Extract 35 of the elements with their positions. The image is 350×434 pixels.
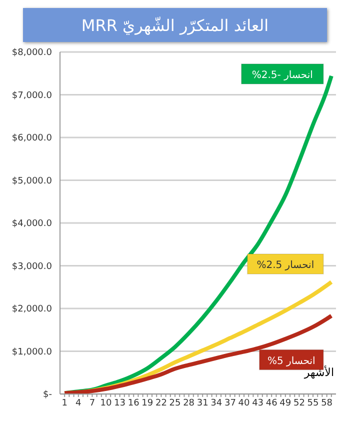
- x-tick-label: 40: [238, 398, 250, 408]
- x-tick-label: 43: [252, 398, 264, 408]
- x-tick-label: 19: [142, 398, 154, 408]
- x-tick-label: 37: [224, 398, 236, 408]
- x-tick-label: 1: [62, 398, 68, 408]
- x-tick-label: 28: [183, 398, 195, 408]
- x-tick-label: 52: [293, 398, 305, 408]
- x-tick-label: 49: [280, 398, 292, 408]
- y-tick-label: $-: [43, 390, 52, 400]
- series-label: انحسار -2.5%: [252, 70, 313, 81]
- y-tick-label: $3,000.0: [12, 262, 52, 272]
- x-tick-label: 55: [307, 398, 319, 408]
- x-tick-label: 13: [114, 398, 126, 408]
- chart-title: العائد المتكرّر الشّهريّ MRR: [23, 8, 327, 42]
- series-label: انحسار 2.5%: [256, 260, 314, 271]
- series-label: انحسار 5%: [267, 356, 316, 367]
- y-tick-label: $5,000.0: [12, 176, 52, 186]
- x-axis-title: الأشهر: [303, 364, 334, 379]
- y-tick-label: $1,000.0: [12, 347, 52, 358]
- x-tick-label: 25: [169, 398, 181, 408]
- y-tick-label: $4,000.0: [12, 219, 52, 230]
- y-tick-label: $6,000.0: [12, 134, 52, 144]
- x-tick-label: 16: [128, 398, 140, 408]
- y-tick-label: $8,000.0: [12, 48, 52, 58]
- x-tick-label: 22: [155, 398, 167, 408]
- x-tick-label: 34: [210, 398, 222, 408]
- y-tick-label: $2,000.0: [12, 304, 52, 315]
- line-series: [62, 314, 334, 394]
- x-tick-label: 58: [321, 398, 333, 408]
- x-tick-label: 4: [76, 398, 82, 408]
- x-tick-label: 31: [196, 398, 208, 408]
- x-tick-label: 46: [266, 398, 278, 408]
- x-tick-label: 10: [100, 398, 112, 408]
- y-tick-label: $7,000.0: [12, 90, 52, 101]
- x-tick-label: 7: [89, 398, 96, 408]
